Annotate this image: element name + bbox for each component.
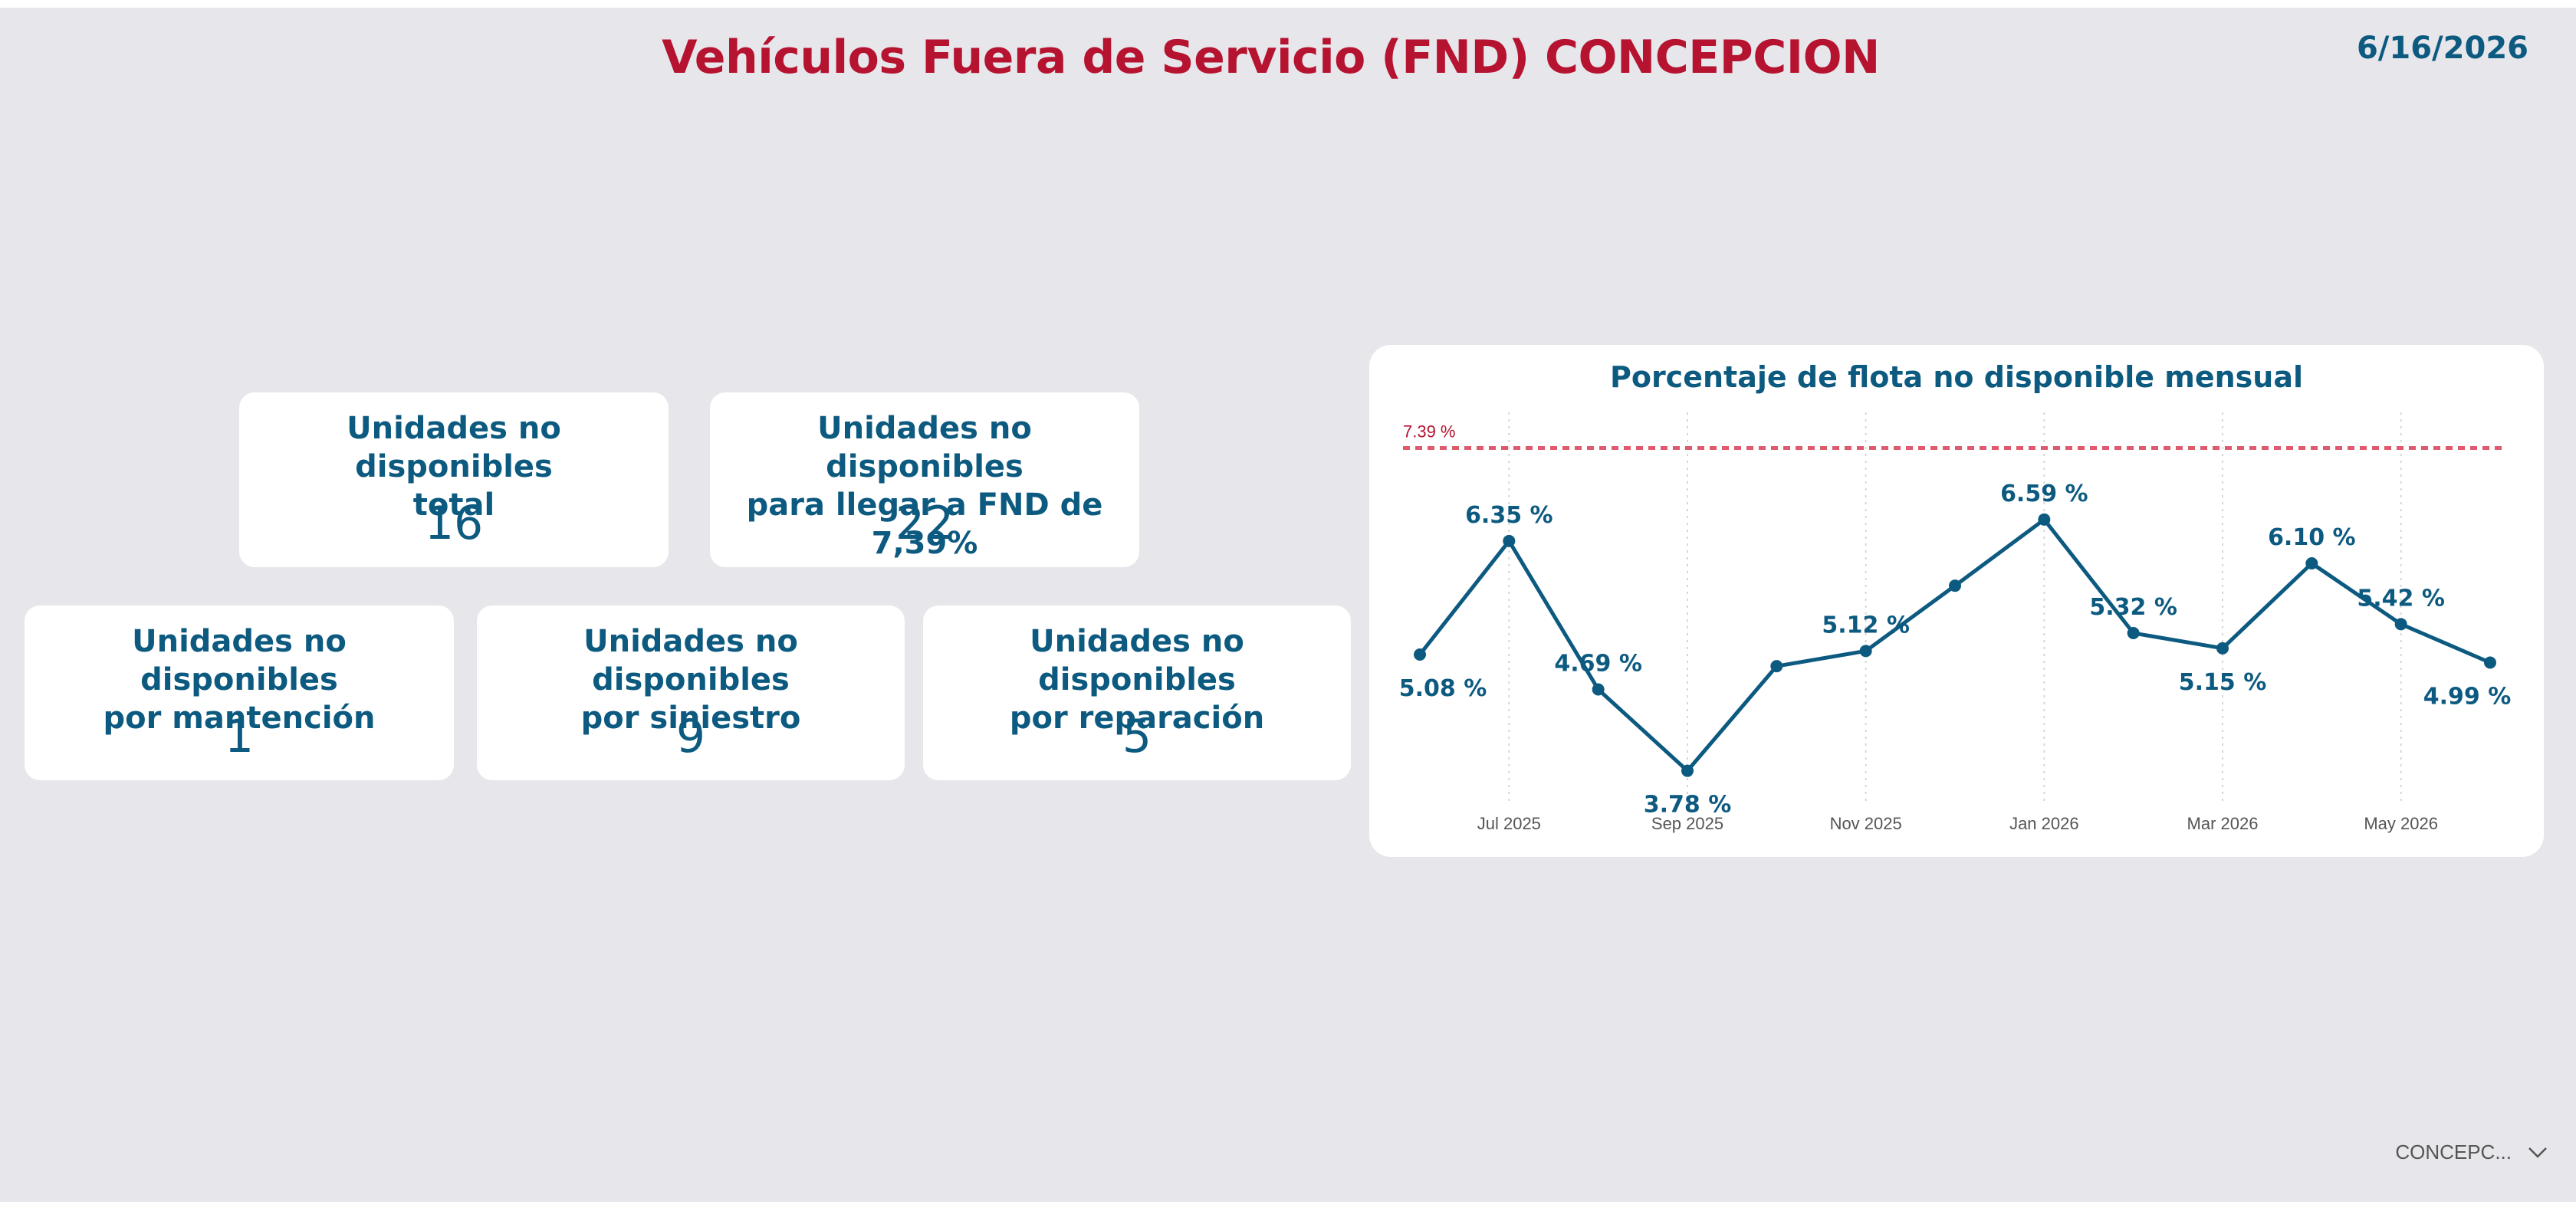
data-label: 4.99 %	[2423, 684, 2512, 711]
card-value: 16	[424, 497, 484, 550]
card-accident-unavailable[interactable]: Unidades no disponibles por siniestro 9	[477, 606, 905, 780]
data-label: 5.42 %	[2357, 585, 2445, 612]
x-tick-label: Mar 2026	[2187, 814, 2259, 833]
card-label: Unidades no disponibles por mantención	[103, 624, 376, 736]
location-slicer[interactable]: CONCEPC...	[2395, 1140, 2548, 1164]
chart-title: Porcentaje de flota no disponible mensua…	[1609, 360, 2303, 394]
data-point	[2484, 656, 2496, 669]
data-point	[1859, 645, 1872, 658]
card-label: Unidades no disponibles por siniestro	[580, 624, 801, 736]
x-tick-label: Sep 2025	[1651, 814, 1723, 833]
reference-line-label: 7.39 %	[1403, 422, 1456, 441]
card-label: Unidades no disponibles total	[347, 411, 561, 523]
data-point	[1949, 579, 1961, 592]
monthly-unavailable-chart[interactable]: Porcentaje de flota no disponible mensua…	[1369, 345, 2544, 857]
data-point	[2038, 513, 2051, 526]
data-label: 5.12 %	[1822, 612, 1910, 638]
data-point	[1770, 660, 1783, 673]
x-tick-label: Jul 2025	[1477, 814, 1541, 833]
data-label: 3.78 %	[1644, 792, 1732, 819]
card-total-unavailable[interactable]: Unidades no disponibles total 16	[239, 392, 669, 567]
data-point	[2216, 642, 2229, 655]
chevron-down-icon[interactable]	[2527, 1145, 2548, 1160]
data-label: 6.10 %	[2268, 524, 2356, 551]
data-label: 4.69 %	[1554, 651, 1642, 678]
chart-plot: Jul 2025 Sep 2025 Nov 2025 Jan 2026 Mar 2026…	[1399, 412, 2512, 833]
data-point	[1503, 534, 1516, 547]
card-target-unavailable[interactable]: Unidades no disponibles para llegar a FN…	[710, 392, 1139, 567]
x-tick-label: Jan 2026	[2009, 814, 2079, 833]
card-maintenance-unavailable[interactable]: Unidades no disponibles por mantención 1	[25, 606, 454, 780]
series-line	[1418, 517, 2491, 773]
card-label: Unidades no disponibles por reparación	[1009, 624, 1265, 736]
report-date: 6/16/2026	[2356, 31, 2528, 66]
data-point	[2305, 557, 2318, 569]
x-tick-label: Nov 2025	[1830, 814, 1902, 833]
data-label: 5.15 %	[2179, 669, 2267, 696]
card-value: 5	[1122, 710, 1152, 763]
x-tick-label: May 2026	[2364, 814, 2438, 833]
data-label: 6.35 %	[1465, 502, 1553, 529]
card-value: 1	[224, 710, 255, 763]
page-title: Vehículos Fuera de Servicio (FND) CONCEP…	[662, 31, 1880, 84]
report-canvas: Vehículos Fuera de Servicio (FND) CONCEP…	[0, 8, 2576, 1202]
data-point	[1414, 648, 1426, 661]
data-point	[1592, 683, 1605, 696]
card-value: 22	[895, 497, 955, 550]
card-value: 9	[675, 710, 706, 763]
data-label: 5.32 %	[2089, 594, 2177, 621]
data-point	[2394, 618, 2407, 631]
data-label: 6.59 %	[2000, 481, 2088, 507]
card-label: Unidades no disponibles para llegar a FN…	[746, 411, 1103, 561]
data-point	[1681, 764, 1694, 777]
slicer-value: CONCEPC...	[2395, 1140, 2512, 1163]
data-point	[2127, 627, 2140, 639]
data-label: 5.08 %	[1399, 675, 1487, 702]
card-repair-unavailable[interactable]: Unidades no disponibles por reparación 5	[923, 606, 1351, 780]
